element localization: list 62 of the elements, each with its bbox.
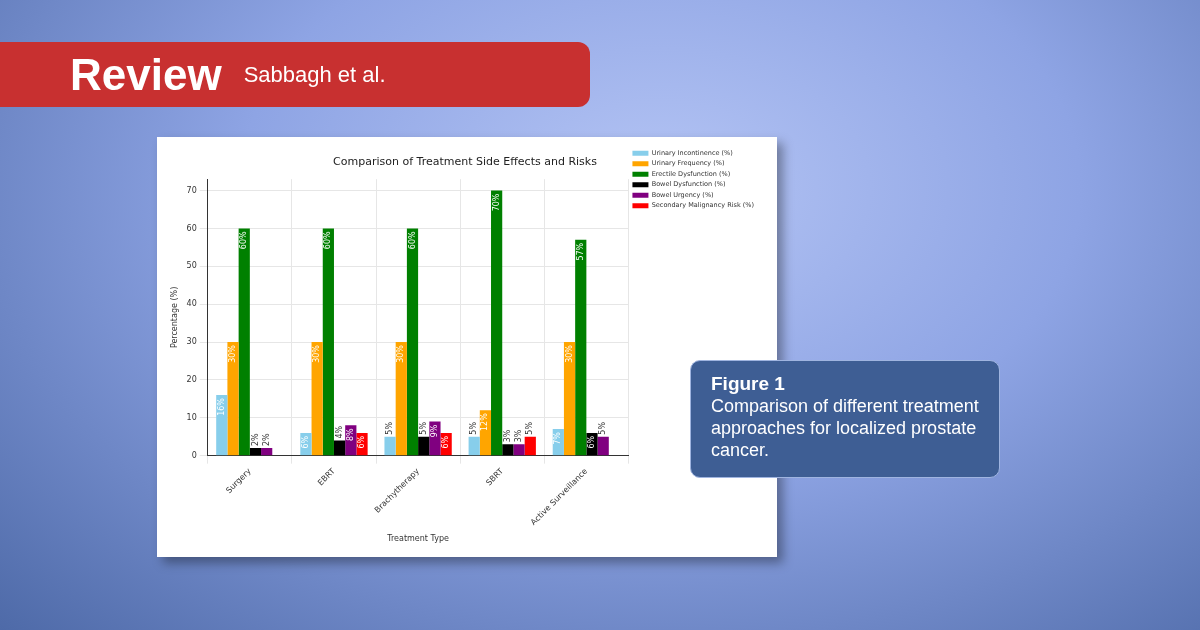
y-tick-label: 30 <box>186 337 197 347</box>
bar <box>333 440 346 456</box>
y-tick-label: 60 <box>186 223 197 233</box>
y-tick-label: 0 <box>191 450 197 460</box>
bar <box>406 228 419 456</box>
text: Comparison of different treatment approaches for localized prostate cancer. <box>711 395 979 461</box>
data-label: 60% <box>323 231 333 250</box>
data-label: 30% <box>228 344 238 363</box>
data-label: 5% <box>598 421 608 435</box>
text: Review <box>70 49 222 100</box>
y-tick-label: 20 <box>186 374 197 384</box>
data-label: 5% <box>385 421 395 435</box>
data-label: 57% <box>575 242 585 261</box>
data-label: 9% <box>430 424 440 438</box>
data-label: 7% <box>553 431 563 445</box>
bar <box>418 436 430 456</box>
bar <box>597 436 609 456</box>
bar <box>468 436 480 456</box>
bar <box>249 448 262 456</box>
chart-title: Comparison of Treatment Side Effects and Risks <box>333 155 598 169</box>
data-label: 8% <box>345 427 355 442</box>
data-label: 30% <box>564 344 574 363</box>
data-label: 2% <box>250 432 260 447</box>
data-label: 70% <box>491 193 501 212</box>
x-axis-title: Treatment Type <box>386 534 449 544</box>
bar <box>502 444 514 456</box>
bar <box>575 239 587 456</box>
bar <box>322 228 334 456</box>
bar <box>261 448 273 456</box>
data-label: 2% <box>261 432 271 447</box>
data-label: 4% <box>334 425 344 439</box>
text: Sabbagh et al. <box>243 61 386 88</box>
data-label: 16% <box>216 397 226 416</box>
bar <box>524 436 536 456</box>
data-label: 6% <box>587 435 597 449</box>
y-tick-label: 50 <box>186 261 197 271</box>
data-label: 5% <box>525 421 535 435</box>
data-label: 3% <box>514 429 524 443</box>
bar <box>238 228 250 456</box>
y-axis-title: Percentage (%) <box>169 286 179 349</box>
data-label: 60% <box>239 231 249 250</box>
data-label: 6% <box>441 435 451 449</box>
data-label: 3% <box>502 429 512 443</box>
data-label: 5% <box>418 421 428 435</box>
bar <box>563 342 576 456</box>
caption: Figure 1 <box>711 373 786 395</box>
bar <box>227 342 239 456</box>
y-tick-label: 10 <box>186 412 197 422</box>
data-label: 5% <box>469 421 479 435</box>
data-label: 6% <box>301 435 311 449</box>
y-tick-label: 40 <box>186 299 197 309</box>
bar <box>311 342 323 456</box>
data-label: 12% <box>480 412 490 431</box>
bar <box>513 444 525 456</box>
data-label: 6% <box>357 435 367 449</box>
bar <box>395 342 407 456</box>
data-label: 60% <box>407 231 417 250</box>
data-label: 30% <box>396 344 406 363</box>
data-label: 30% <box>312 344 322 363</box>
bar <box>491 190 503 456</box>
bar <box>384 436 396 456</box>
y-tick-label: 70 <box>186 185 197 195</box>
